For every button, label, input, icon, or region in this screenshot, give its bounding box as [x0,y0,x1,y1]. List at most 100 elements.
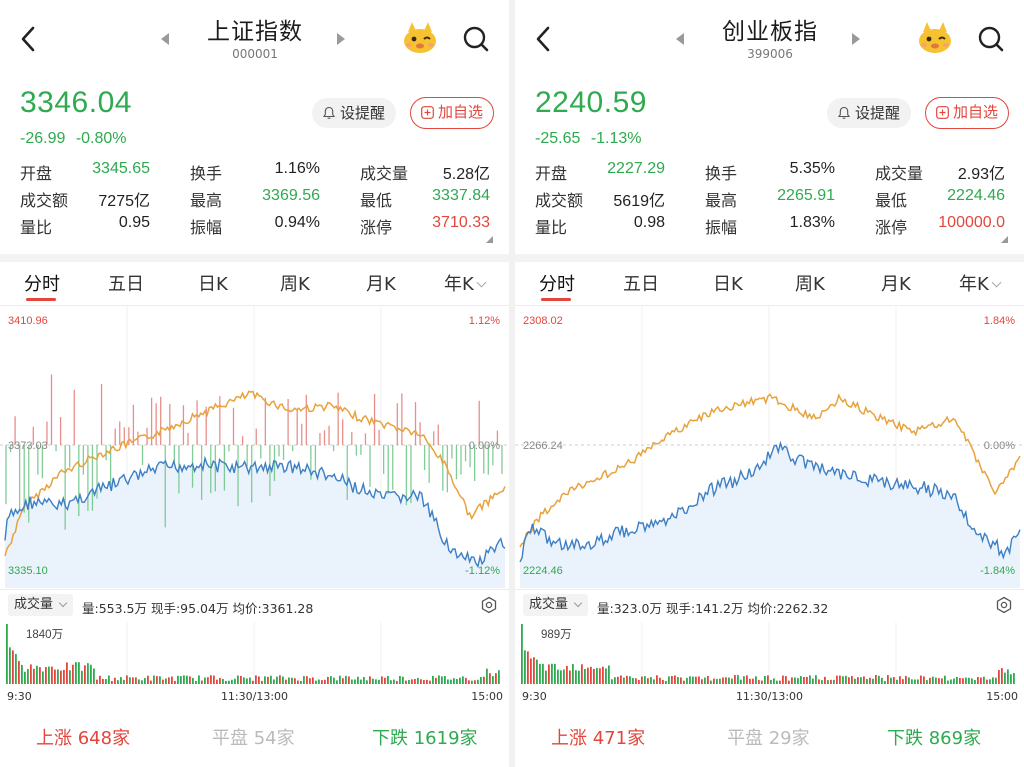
volume-up-bar [96,679,98,684]
axis-label-high: 2308.02 [523,315,563,327]
tab-4[interactable]: 月K [881,270,911,296]
intraday-chart[interactable]: 2308.02 2266.24 2224.46 1.84% 0.00% -1.84% [515,306,1024,588]
expand-corner-icon[interactable] [1001,236,1008,243]
tab-5[interactable]: 年K [444,270,487,296]
tab-4[interactable]: 月K [366,270,396,296]
time-axis: 9:30 11:30/13:00 15:00 [0,690,509,706]
volume-down-bar [177,675,179,684]
volume-down-bar [860,677,862,684]
volume-up-bar [857,677,859,684]
set-alert-button[interactable]: 设提醒 [827,98,911,128]
back-arrow-icon[interactable] [533,24,553,54]
prev-index-icon[interactable] [158,31,172,47]
chevron-down-icon [991,277,1002,288]
volume-up-bar [713,678,715,684]
volume-down-bar [123,679,125,684]
tab-label: 周K [280,274,310,295]
set-alert-label: 设提醒 [340,104,386,122]
set-alert-button[interactable]: 设提醒 [312,98,396,128]
volume-up-bar [252,680,254,684]
price-line [4,455,506,569]
back-arrow-icon[interactable] [18,24,38,54]
volume-down-bar [351,679,353,684]
volume-max-label: 1840万 [26,629,63,641]
volume-indicator-select[interactable]: 成交量 [8,594,74,616]
volume-down-bar [204,677,206,684]
volume-down-bar [665,680,667,684]
next-index-icon[interactable] [334,31,348,47]
volume-chart[interactable]: 989万 [515,622,1024,706]
breadth-flat-value: 54家 [253,728,295,749]
volume-up-bar [779,680,781,684]
search-icon[interactable] [977,25,1005,53]
volume-up-bar [132,677,134,684]
volume-down-bar [225,680,227,684]
volume-up-bar [863,676,865,684]
volume-down-bar [524,650,526,684]
volume-up-bar [830,679,832,684]
volume-up-bar [887,675,889,684]
volume-down-bar [375,679,377,684]
tab-0[interactable]: 分时 [24,270,60,296]
intraday-chart[interactable]: 3410.96 3373.03 3335.10 1.12% 0.00% -1.12% [0,306,509,588]
tab-1[interactable]: 五日 [108,270,144,296]
volume-up-bar [348,676,350,684]
tab-label: 日K [713,274,743,295]
volume-down-bar [378,679,380,684]
volume-down-bar [81,670,83,684]
add-favorite-button[interactable]: 加自选 [925,97,1009,129]
volume-down-bar [453,678,455,684]
volume-up-bar [806,676,808,684]
volume-up-bar [369,676,371,684]
volume-down-bar [944,675,946,684]
volume-down-bar [48,666,50,684]
tab-5[interactable]: 年K [959,270,1002,296]
active-tab-indicator [541,298,571,301]
tab-0[interactable]: 分时 [539,270,575,296]
volume-down-bar [222,678,224,684]
index-title: 创业板指 [722,19,818,45]
axis-label-high: 3410.96 [8,315,48,327]
volume-down-bar [536,659,538,684]
volume-up-bar [207,677,209,684]
volume-down-bar [914,679,916,684]
tab-1[interactable]: 五日 [623,270,659,296]
index-code: 399006 [747,47,793,61]
volume-up-bar [938,678,940,684]
prev-index-icon[interactable] [673,31,687,47]
volume-down-bar [866,679,868,684]
volume-down-bar [677,677,679,684]
volume-up-bar [423,680,425,684]
chart-period-tabs: 分时 五日 日K 周K 月K 年K [0,264,509,304]
volume-up-bar [213,675,215,684]
expand-corner-icon[interactable] [486,236,493,243]
volume-down-bar [770,679,772,684]
settings-gear-icon[interactable] [995,596,1013,614]
search-icon[interactable] [462,25,490,53]
volume-indicator-select[interactable]: 成交量 [523,594,589,616]
volume-chart[interactable]: 1840万 [0,622,509,706]
volume-up-bar [959,677,961,684]
volume-up-bar [680,677,682,684]
next-index-icon[interactable] [849,31,863,47]
volume-up-bar [495,673,497,684]
tab-2[interactable]: 日K [713,270,743,296]
add-favorite-button[interactable]: 加自选 [410,97,494,129]
tab-2[interactable]: 日K [198,270,228,296]
index-panel-chinext: 创业板指 399006 2240.59 -25.65 -1.13% 设提醒 加自… [515,0,1024,767]
mascot-icon[interactable] [400,20,440,56]
breadth-down-label: 下跌 [372,728,408,749]
volume-down-bar [441,676,443,684]
breadth-flat-label: 平盘 [727,728,763,749]
tab-3[interactable]: 周K [795,270,825,296]
breadth-flat-value: 29家 [768,728,810,749]
volume-down-bar [300,680,302,684]
tab-3[interactable]: 周K [280,270,310,296]
mascot-icon[interactable] [915,20,955,56]
settings-gear-icon[interactable] [480,596,498,614]
volume-down-bar [228,680,230,684]
volume-up-bar [593,668,595,684]
volume-down-bar [372,678,374,684]
volume-up-bar [701,679,703,684]
volume-down-bar [408,679,410,684]
